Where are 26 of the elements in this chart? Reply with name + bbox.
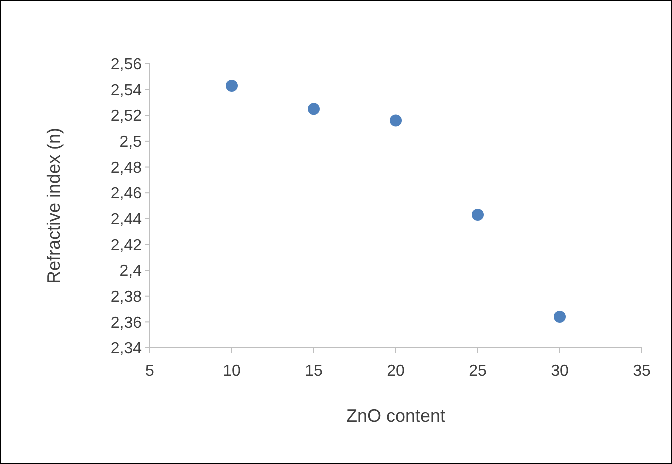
- y-tick-label: 2,44: [110, 212, 142, 229]
- y-tick-label: 2,46: [110, 186, 142, 203]
- x-tick-label: 20: [387, 363, 405, 380]
- y-tick-label: 2,34: [110, 340, 142, 358]
- point: [554, 311, 566, 324]
- x-tick-label: 10: [223, 363, 241, 380]
- y-tick-label: 2,52: [110, 108, 142, 126]
- x-tick-label: 25: [469, 363, 487, 380]
- x-tick-label: 15: [305, 363, 323, 380]
- y-tick-label: 2,36: [110, 314, 142, 332]
- point: [226, 80, 238, 92]
- y-tick-label: 2,42: [110, 237, 142, 254]
- y-tick-label: 2,56: [110, 56, 142, 74]
- y-tick-label: 2,5: [120, 134, 142, 152]
- x-axis-title: ZnO content: [346, 406, 446, 426]
- point: [390, 114, 402, 127]
- point: [472, 209, 484, 222]
- y-tick-label: 2,4: [120, 263, 142, 280]
- point: [308, 103, 320, 116]
- y-tick-label: 2,54: [110, 82, 142, 100]
- y-tick-label: 2,48: [110, 160, 142, 177]
- x-tick-label: 30: [551, 363, 569, 380]
- y-axis-title: Refractive index (n): [44, 128, 64, 284]
- x-tick-label: 5: [146, 363, 155, 380]
- y-tick-label: 2,38: [110, 288, 142, 306]
- x-tick-label: 35: [633, 363, 651, 380]
